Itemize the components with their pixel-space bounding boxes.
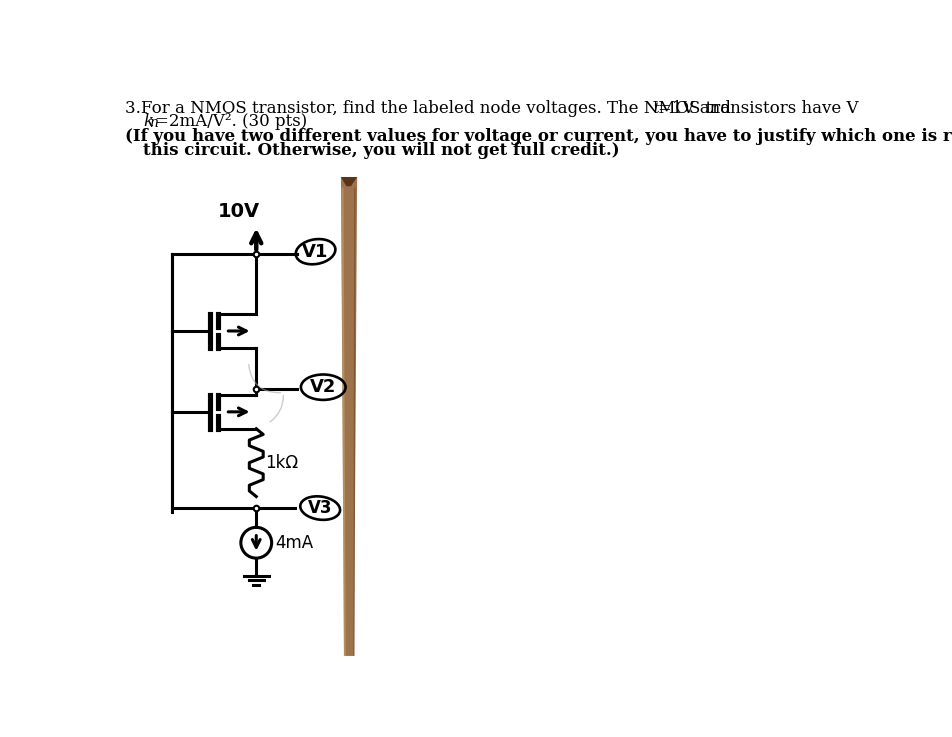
Text: 10V: 10V <box>217 202 259 221</box>
Text: t: t <box>652 102 658 116</box>
FancyArrowPatch shape <box>248 365 280 393</box>
Text: V3: V3 <box>307 499 332 517</box>
Text: 3.For a NMOS transistor, find the labeled node voltages. The NMOS transistors ha: 3.For a NMOS transistor, find the labele… <box>126 100 858 117</box>
Text: V2: V2 <box>309 378 336 397</box>
Text: =2mA/V². (30 pts): =2mA/V². (30 pts) <box>155 113 307 130</box>
Polygon shape <box>341 177 357 656</box>
Text: this circuit. Otherwise, you will not get full credit.): this circuit. Otherwise, you will not ge… <box>143 142 619 159</box>
Text: (If you have two different values for voltage or current, you have to justify wh: (If you have two different values for vo… <box>126 128 952 145</box>
Text: 4mA: 4mA <box>275 534 313 552</box>
Text: V1: V1 <box>302 242 328 261</box>
Text: 1kΩ: 1kΩ <box>266 454 298 472</box>
Text: =1V and: =1V and <box>658 100 730 117</box>
Polygon shape <box>341 177 357 186</box>
Text: n: n <box>149 116 158 130</box>
FancyArrowPatch shape <box>269 395 283 422</box>
Text: k: k <box>143 113 153 130</box>
